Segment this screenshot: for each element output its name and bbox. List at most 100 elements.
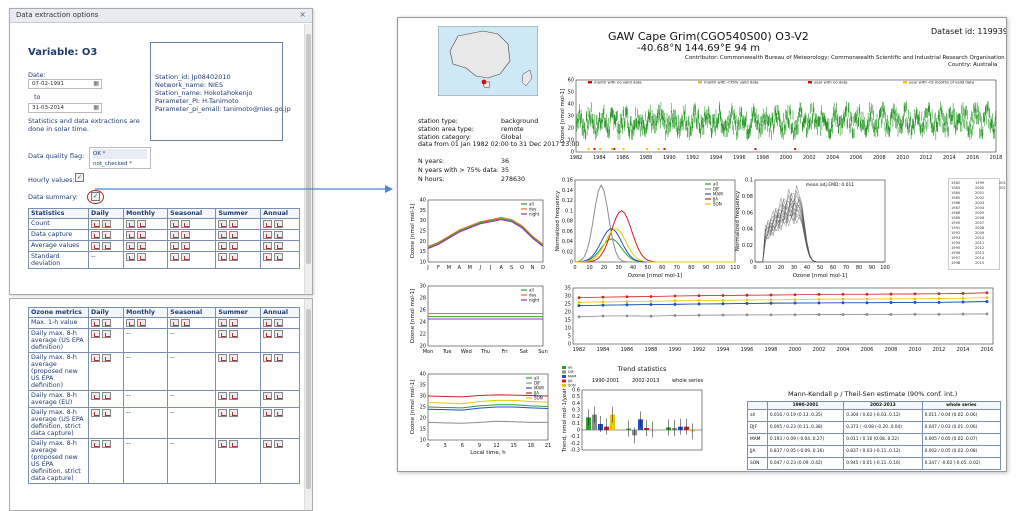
download-icon[interactable]	[229, 440, 239, 448]
tick-label: 2002	[803, 155, 816, 161]
chart-icon[interactable]	[218, 354, 228, 362]
download-icon[interactable]	[102, 392, 111, 400]
download-icon[interactable]	[229, 409, 239, 417]
chart-icon[interactable]	[218, 330, 228, 338]
download-icon[interactable]	[102, 354, 111, 362]
chart-icon[interactable]	[91, 392, 100, 400]
download-icon[interactable]	[137, 220, 147, 228]
download-icon[interactable]	[137, 242, 147, 250]
download-icon[interactable]	[229, 319, 239, 327]
download-icon[interactable]	[102, 231, 111, 239]
date-to-input[interactable]: 31-03-2014 ▦	[28, 103, 102, 113]
chart-icon[interactable]	[91, 319, 100, 327]
download-icon[interactable]	[102, 220, 111, 228]
date-from-input[interactable]: 07-02-1991 ▦	[28, 79, 102, 89]
dash: --	[170, 392, 175, 399]
chart-icon[interactable]	[170, 253, 180, 261]
download-icon[interactable]	[274, 392, 284, 400]
download-icon[interactable]	[229, 220, 239, 228]
download-icon[interactable]	[274, 253, 284, 261]
download-icon[interactable]	[274, 354, 284, 362]
chart-icon[interactable]	[91, 409, 100, 417]
chart-icon[interactable]	[170, 319, 180, 327]
tick-label: Thu	[480, 349, 490, 355]
to-label: to	[34, 93, 41, 101]
chart-icon[interactable]	[218, 392, 228, 400]
mk-cell: 0.047 / 0.03 (0.01..0.06)	[921, 421, 1002, 434]
chart-icon[interactable]	[218, 409, 228, 417]
download-icon[interactable]	[274, 409, 284, 417]
chart-icon[interactable]	[91, 231, 100, 239]
chart-icon[interactable]	[126, 231, 136, 239]
download-icon[interactable]	[274, 231, 284, 239]
download-icon[interactable]	[102, 319, 111, 327]
chart-icon[interactable]	[263, 242, 273, 250]
scrollbar-thumb[interactable]	[306, 309, 311, 489]
download-icon[interactable]	[181, 242, 191, 250]
chart-icon[interactable]	[126, 220, 136, 228]
download-icon[interactable]	[229, 354, 239, 362]
chart-icon[interactable]	[91, 242, 100, 250]
quality-option-not-checked[interactable]: not_checked *	[93, 161, 133, 167]
download-icon[interactable]	[274, 220, 284, 228]
download-icon[interactable]	[137, 319, 147, 327]
chart-icon[interactable]	[218, 319, 228, 327]
chart-icon[interactable]	[91, 330, 100, 338]
chart-icon[interactable]	[263, 319, 273, 327]
cell	[260, 229, 300, 241]
download-icon[interactable]	[102, 242, 111, 250]
chart-icon[interactable]	[263, 253, 273, 261]
chart-icon[interactable]	[263, 354, 273, 362]
download-icon[interactable]	[181, 231, 191, 239]
chart-icon[interactable]	[170, 231, 180, 239]
download-icon[interactable]	[274, 440, 284, 448]
download-icon[interactable]	[274, 319, 284, 327]
chart-icon[interactable]	[170, 220, 180, 228]
calendar-icon[interactable]: ▦	[93, 104, 99, 111]
chart-icon[interactable]	[218, 231, 228, 239]
download-icon[interactable]	[181, 319, 191, 327]
chart-icon[interactable]	[91, 220, 100, 228]
chart-icon[interactable]	[263, 231, 273, 239]
chart-icon[interactable]	[263, 392, 273, 400]
download-icon[interactable]	[274, 330, 284, 338]
chart-icon[interactable]	[218, 242, 228, 250]
chart-icon[interactable]	[263, 440, 273, 448]
chart-icon[interactable]	[218, 220, 228, 228]
annual-point	[889, 297, 893, 301]
download-icon[interactable]	[137, 231, 147, 239]
download-icon[interactable]	[181, 220, 191, 228]
download-icon[interactable]	[181, 253, 191, 261]
download-icon[interactable]	[102, 409, 111, 417]
scrollbar-thumb[interactable]	[306, 34, 311, 264]
chart-icon[interactable]	[126, 242, 136, 250]
close-icon[interactable]: ×	[299, 10, 306, 19]
calendar-icon[interactable]: ▦	[93, 80, 99, 87]
download-icon[interactable]	[229, 242, 239, 250]
chart-icon[interactable]	[126, 253, 136, 261]
panel-scrollbar[interactable]	[304, 299, 312, 510]
hourly-values-button[interactable]: ✓	[75, 173, 84, 182]
chart-icon[interactable]	[91, 354, 100, 362]
download-icon[interactable]	[229, 392, 239, 400]
chart-icon[interactable]	[126, 319, 136, 327]
chart-icon[interactable]	[218, 253, 228, 261]
download-icon[interactable]	[229, 253, 239, 261]
chart-icon[interactable]	[218, 440, 228, 448]
download-icon[interactable]	[102, 330, 111, 338]
download-icon[interactable]	[137, 253, 147, 261]
quality-flag-select[interactable]: OK * not_checked *	[89, 147, 151, 169]
quality-option-ok[interactable]: OK *	[93, 149, 147, 159]
chart-icon[interactable]	[263, 409, 273, 417]
download-icon[interactable]	[102, 440, 111, 448]
dialog-scrollbar[interactable]	[304, 24, 312, 294]
download-icon[interactable]	[229, 231, 239, 239]
mk-header: whole series	[921, 401, 1002, 410]
chart-icon[interactable]	[91, 440, 100, 448]
chart-icon[interactable]	[263, 220, 273, 228]
chart-icon[interactable]	[263, 330, 273, 338]
chart-icon[interactable]	[170, 242, 180, 250]
plot-frame	[575, 79, 997, 153]
download-icon[interactable]	[274, 242, 284, 250]
download-icon[interactable]	[229, 330, 239, 338]
